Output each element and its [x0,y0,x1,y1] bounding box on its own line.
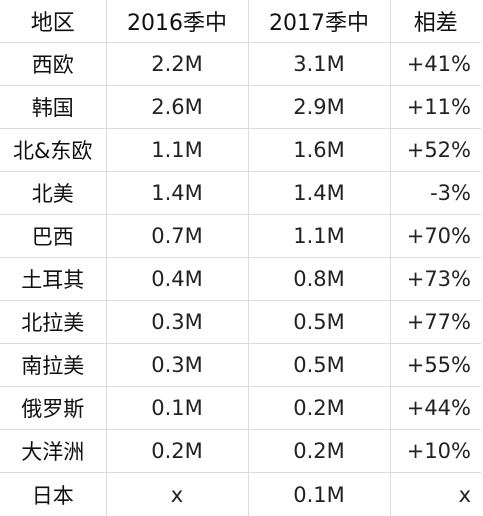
difference-cell: +52% [390,129,481,172]
difference-cell: +41% [390,43,481,86]
value-2017-cell: 0.2M [248,430,390,473]
value-2016-cell: 0.4M [106,258,248,301]
header-difference: 相差 [390,0,481,43]
difference-cell: +77% [390,301,481,344]
value-2016-cell: 0.7M [106,215,248,258]
difference-cell: x [390,473,481,516]
table-row: 土耳其 0.4M 0.8M +73% [0,258,481,301]
region-cell: 北拉美 [0,301,106,344]
value-2017-cell: 0.2M [248,387,390,430]
region-cell: 日本 [0,473,106,516]
value-2017-cell: 1.1M [248,215,390,258]
difference-cell: +55% [390,344,481,387]
value-2017-cell: 1.4M [248,172,390,215]
table-row: 南拉美 0.3M 0.5M +55% [0,344,481,387]
region-cell: 土耳其 [0,258,106,301]
value-2016-cell: 1.1M [106,129,248,172]
value-2017-cell: 0.5M [248,301,390,344]
value-2016-cell: 0.3M [106,301,248,344]
table-row: 俄罗斯 0.1M 0.2M +44% [0,387,481,430]
difference-cell: +44% [390,387,481,430]
value-2017-cell: 2.9M [248,86,390,129]
table-row: 日本 x 0.1M x [0,473,481,516]
region-cell: 西欧 [0,43,106,86]
value-2016-cell: 0.1M [106,387,248,430]
value-2016-cell: 2.6M [106,86,248,129]
region-cell: 俄罗斯 [0,387,106,430]
table-row: 西欧 2.2M 3.1M +41% [0,43,481,86]
value-2016-cell: 0.3M [106,344,248,387]
value-2017-cell: 0.8M [248,258,390,301]
difference-cell: +70% [390,215,481,258]
difference-cell: +73% [390,258,481,301]
table-row: 韩国 2.6M 2.9M +11% [0,86,481,129]
region-cell: 大洋洲 [0,430,106,473]
table-row: 北美 1.4M 1.4M -3% [0,172,481,215]
difference-cell: +11% [390,86,481,129]
difference-cell: +10% [390,430,481,473]
region-cell: 巴西 [0,215,106,258]
region-cell: 韩国 [0,86,106,129]
table-row: 北&东欧 1.1M 1.6M +52% [0,129,481,172]
value-2016-cell: 2.2M [106,43,248,86]
table-row: 大洋洲 0.2M 0.2M +10% [0,430,481,473]
region-cell: 北&东欧 [0,129,106,172]
difference-cell: -3% [390,172,481,215]
value-2017-cell: 0.1M [248,473,390,516]
region-cell: 北美 [0,172,106,215]
header-2017-midseason: 2017季中 [248,0,390,43]
table-row: 北拉美 0.3M 0.5M +77% [0,301,481,344]
value-2016-cell: x [106,473,248,516]
header-region: 地区 [0,0,106,43]
value-2017-cell: 0.5M [248,344,390,387]
value-2016-cell: 1.4M [106,172,248,215]
header-2016-midseason: 2016季中 [106,0,248,43]
table-row: 巴西 0.7M 1.1M +70% [0,215,481,258]
region-cell: 南拉美 [0,344,106,387]
table-header-row: 地区 2016季中 2017季中 相差 [0,0,481,43]
value-2017-cell: 1.6M [248,129,390,172]
value-2017-cell: 3.1M [248,43,390,86]
value-2016-cell: 0.2M [106,430,248,473]
